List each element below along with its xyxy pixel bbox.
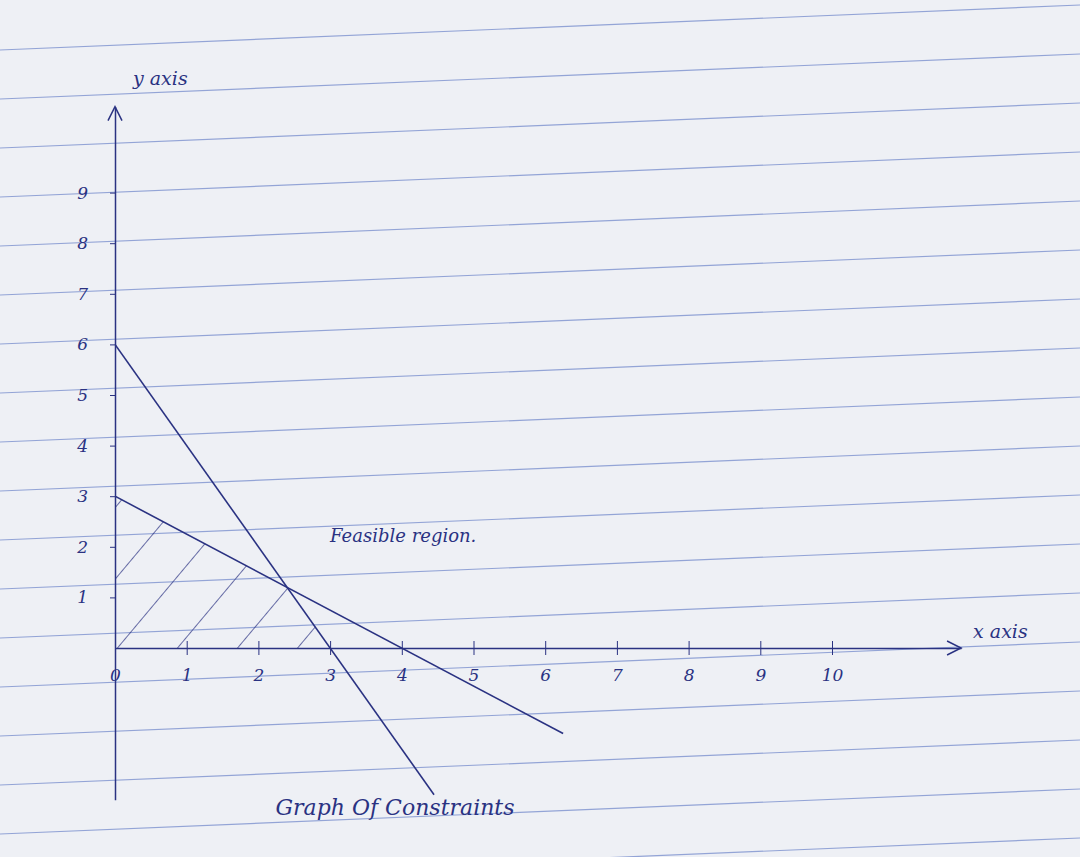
x-tick-label: 2 bbox=[252, 665, 264, 685]
ruled-line bbox=[0, 642, 1080, 687]
ruled-line bbox=[0, 397, 1080, 442]
y-tick: 5 bbox=[77, 385, 115, 405]
y-axis-line bbox=[115, 107, 117, 800]
y-tick-label: 9 bbox=[77, 183, 88, 203]
x-tick-mark bbox=[617, 641, 618, 655]
y-tick-mark bbox=[110, 395, 115, 396]
x-tick: 7 bbox=[612, 641, 623, 685]
x-tick-label: 9 bbox=[755, 665, 766, 685]
x-tick: 4 bbox=[396, 641, 408, 685]
x-tick: 2 bbox=[252, 641, 264, 685]
y-tick-mark bbox=[110, 344, 115, 345]
x-tick-mark bbox=[545, 641, 546, 655]
x-tick: 1 bbox=[182, 641, 193, 685]
y-tick-label: 3 bbox=[77, 486, 88, 506]
x-tick-mark bbox=[187, 641, 188, 655]
y-tick-label: 4 bbox=[76, 436, 88, 456]
x-axis-arrow bbox=[947, 641, 961, 655]
ruled-line bbox=[0, 5, 1080, 50]
annotation: Feasible region. bbox=[329, 525, 476, 546]
y-tick-mark bbox=[110, 496, 115, 497]
ruled-line bbox=[0, 299, 1080, 344]
chart-title: Graph Of Constraints bbox=[276, 795, 515, 820]
ruled-line bbox=[0, 348, 1080, 393]
x-axis-title: x axis bbox=[973, 620, 1028, 642]
ruled-line bbox=[0, 691, 1080, 736]
x-tick-label: 10 bbox=[822, 665, 844, 685]
x-tick: 6 bbox=[540, 641, 551, 685]
x-tick: 3 bbox=[325, 641, 336, 685]
y-tick-label: 7 bbox=[77, 284, 88, 304]
y-tick: 1 bbox=[77, 587, 115, 607]
ruled-line bbox=[0, 250, 1080, 295]
ruled-line bbox=[0, 789, 1080, 834]
ruled-line bbox=[0, 740, 1080, 785]
ruled-line bbox=[0, 103, 1080, 148]
y-tick: 6 bbox=[77, 334, 115, 354]
x-tick-label: 1 bbox=[182, 665, 193, 685]
x-tick-label: 3 bbox=[325, 665, 336, 685]
y-tick: 9 bbox=[77, 183, 115, 203]
constraint-line bbox=[115, 496, 563, 733]
y-tick-mark bbox=[110, 193, 115, 194]
y-tick: 7 bbox=[77, 284, 115, 304]
x-tick: 5 bbox=[469, 641, 480, 685]
x-axis: 012345678910 bbox=[110, 641, 961, 685]
x-tick-label: 4 bbox=[396, 665, 408, 685]
x-tick-label: 8 bbox=[684, 665, 695, 685]
y-tick-label: 2 bbox=[76, 537, 88, 557]
x-tick-mark bbox=[832, 641, 833, 655]
y-axis-arrow bbox=[108, 107, 122, 121]
x-tick-mark bbox=[689, 641, 690, 655]
ruled-line bbox=[0, 54, 1080, 99]
x-tick-mark bbox=[258, 641, 259, 655]
ruled-line bbox=[0, 201, 1080, 246]
y-tick-label: 5 bbox=[77, 385, 88, 405]
y-tick-mark bbox=[110, 243, 115, 244]
x-tick-mark bbox=[402, 641, 403, 655]
paper-background bbox=[0, 0, 1080, 857]
x-tick-mark bbox=[330, 641, 331, 655]
y-tick-label: 6 bbox=[77, 334, 88, 354]
y-tick: 2 bbox=[76, 537, 115, 557]
constraint-line bbox=[115, 344, 434, 794]
y-tick: 4 bbox=[76, 436, 115, 456]
y-tick-mark bbox=[110, 597, 115, 598]
plot-area bbox=[115, 344, 563, 794]
x-tick-mark bbox=[474, 641, 475, 655]
y-tick-mark bbox=[110, 294, 115, 295]
y-tick-mark bbox=[110, 446, 115, 447]
chart: 012345678910123456789y axisx axisFeasibl… bbox=[0, 0, 1080, 857]
y-tick: 8 bbox=[77, 233, 115, 253]
x-tick-label: 7 bbox=[612, 665, 623, 685]
y-axis-title: y axis bbox=[132, 67, 188, 89]
y-axis: 1 2 3 4 5 6 7 8 9 bbox=[76, 107, 115, 800]
y-tick-label: 8 bbox=[77, 233, 88, 253]
ruled-line bbox=[0, 446, 1080, 491]
y-tick-label: 1 bbox=[77, 587, 88, 607]
x-tick-label: 6 bbox=[540, 665, 551, 685]
y-tick: 3 bbox=[77, 486, 115, 506]
x-tick-mark bbox=[760, 641, 761, 655]
x-tick-label: 5 bbox=[469, 665, 480, 685]
ruled-line bbox=[0, 152, 1080, 197]
x-axis-line bbox=[116, 648, 962, 650]
ruled-line bbox=[0, 838, 1080, 857]
paper bbox=[0, 0, 1080, 857]
x-tick: 9 bbox=[755, 641, 766, 685]
x-tick: 8 bbox=[684, 641, 695, 685]
y-tick-mark bbox=[110, 547, 115, 548]
x-tick: 10 bbox=[822, 641, 844, 685]
feasible-region bbox=[115, 496, 330, 648]
